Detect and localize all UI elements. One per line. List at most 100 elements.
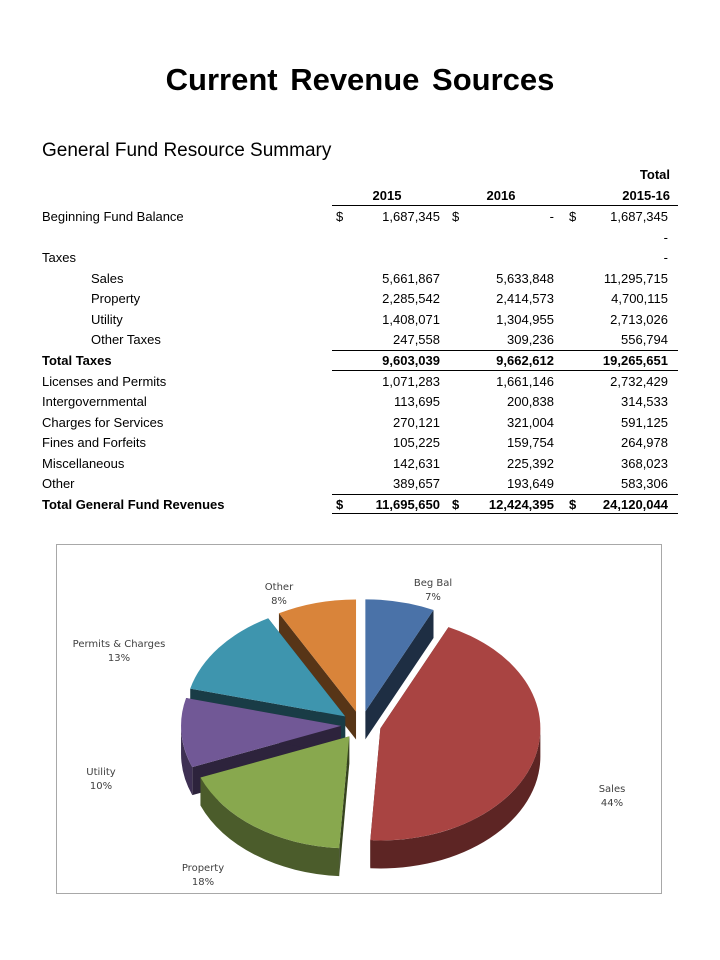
- value-2015: 2,285,542: [382, 291, 440, 306]
- slice-percent-label: 13%: [108, 653, 130, 664]
- value-2015: 105,225: [393, 435, 440, 450]
- value-2016: 200,838: [507, 394, 554, 409]
- value-2015: 11,695,650: [375, 497, 440, 512]
- value-2015: 389,657: [393, 476, 440, 491]
- value-2016: 309,236: [507, 332, 554, 347]
- value-2015: 142,631: [393, 456, 440, 471]
- value-2016: 225,392: [507, 456, 554, 471]
- slice-outer-wall: [181, 725, 193, 796]
- value-total: 24,120,044: [602, 497, 668, 512]
- value-total: 11,295,715: [603, 271, 668, 286]
- value-total: 2,732,429: [610, 374, 668, 389]
- value-2016: 1,661,146: [496, 374, 554, 389]
- slice-name-label: Utility: [86, 767, 115, 778]
- slice-wall: [365, 609, 434, 740]
- row-label: Other: [42, 476, 75, 491]
- dollar-sign: $: [336, 209, 344, 224]
- dollar-sign: $: [452, 497, 460, 512]
- resource-summary-table: Total 2015 2016 2015-16 Beginning Fund Balan…: [40, 0, 680, 520]
- pie-slices: [181, 599, 541, 877]
- value-total: -: [663, 230, 668, 245]
- row-label: Charges for Services: [42, 415, 164, 430]
- slice-wall: [339, 736, 350, 877]
- slice-name-label: Beg Bal: [414, 578, 452, 589]
- header-2015-16: 2015-16: [622, 188, 670, 203]
- value-2015: 5,661,867: [382, 271, 440, 286]
- slice-percent-label: 8%: [271, 596, 287, 607]
- value-2015: 9,603,039: [382, 353, 440, 368]
- slice-percent-label: 10%: [90, 781, 112, 792]
- page-title: Current Revenue Sources: [165, 62, 555, 97]
- value-2015: 113,695: [393, 394, 440, 409]
- value-2016: 9,662,612: [496, 353, 554, 368]
- value-total: 264,978: [621, 435, 668, 450]
- dollar-sign: $: [336, 497, 344, 512]
- row-label: Total General Fund Revenues: [42, 497, 225, 512]
- grand-total-bottom-rule: [332, 513, 678, 514]
- slice-label: Other 8%: [265, 582, 294, 607]
- row-label: Beginning Fund Balance: [42, 209, 184, 224]
- value-2015: 1,687,345: [382, 209, 440, 224]
- row-label: Miscellaneous: [42, 456, 125, 471]
- value-total: 4,700,115: [611, 291, 668, 306]
- slice-outer-wall: [370, 728, 541, 869]
- value-2016: 159,754: [507, 435, 554, 450]
- value-2016: 5,633,848: [496, 271, 554, 286]
- value-2015: 1,408,071: [382, 312, 440, 327]
- slice-top: [365, 599, 434, 712]
- pie-slice-beg-bal: [365, 599, 434, 740]
- pie-slice-sales: [370, 627, 541, 869]
- value-total: 314,533: [621, 394, 668, 409]
- value-2016: -: [549, 209, 554, 224]
- value-total: 2,713,026: [610, 312, 668, 327]
- slice-label: Permits & Charges 13%: [73, 639, 166, 664]
- row-label: Taxes: [42, 250, 76, 265]
- slice-top: [200, 736, 350, 849]
- value-2016: 321,004: [507, 415, 554, 430]
- slice-label: Utility 10%: [86, 767, 115, 792]
- value-total: 19,265,651: [602, 353, 668, 368]
- value-total: 368,023: [621, 456, 668, 471]
- table-title: General Fund Resource Summary: [42, 140, 332, 161]
- row-label: Property: [91, 291, 141, 306]
- pie-slice-property: [200, 736, 350, 877]
- row-label: Utility: [91, 312, 123, 327]
- slice-top: [190, 618, 346, 717]
- slice-name-label: Permits & Charges: [73, 639, 166, 650]
- slice-top: [181, 698, 342, 768]
- total-taxes-bottom-rule: [332, 370, 678, 371]
- value-total: 556,794: [621, 332, 668, 347]
- slice-label: Sales 44%: [599, 784, 626, 809]
- grand-total-top-rule: [332, 494, 678, 495]
- row-label: Other Taxes: [91, 332, 161, 347]
- dollar-sign: $: [569, 209, 577, 224]
- revenue-pie-chart: Beg Bal 7% Sales 44% Property 18% Utility 10% Pe…: [56, 544, 662, 894]
- slice-top: [370, 627, 541, 841]
- value-2016: 12,424,395: [488, 497, 554, 512]
- slice-outer-wall: [200, 777, 340, 877]
- value-2015: 1,071,283: [382, 374, 440, 389]
- header-2015: 2015: [372, 188, 402, 203]
- slice-name-label: Other: [265, 582, 294, 593]
- row-label: Fines and Forfeits: [42, 435, 147, 450]
- row-label: Sales: [91, 271, 124, 286]
- dollar-sign: $: [452, 209, 460, 224]
- value-2016: 2,414,573: [496, 291, 554, 306]
- value-2016: 193,649: [507, 476, 554, 491]
- row-label: Total Taxes: [42, 353, 112, 368]
- dollar-sign: $: [569, 497, 577, 512]
- header-2016: 2016: [486, 188, 516, 203]
- slice-label: Beg Bal 7%: [414, 578, 452, 603]
- value-total: 583,306: [621, 476, 668, 491]
- slice-name-label: Property: [182, 863, 224, 874]
- row-label: Intergovernmental: [42, 394, 147, 409]
- header-rule: [332, 205, 678, 206]
- value-total: 1,687,345: [610, 209, 668, 224]
- slice-label: Property 18%: [182, 863, 224, 888]
- slice-percent-label: 44%: [601, 798, 623, 809]
- value-2015: 270,121: [393, 415, 440, 430]
- total-taxes-top-rule: [332, 350, 678, 351]
- slice-percent-label: 7%: [425, 592, 441, 603]
- value-2015: 247,558: [393, 332, 440, 347]
- row-label: Licenses and Permits: [42, 374, 167, 389]
